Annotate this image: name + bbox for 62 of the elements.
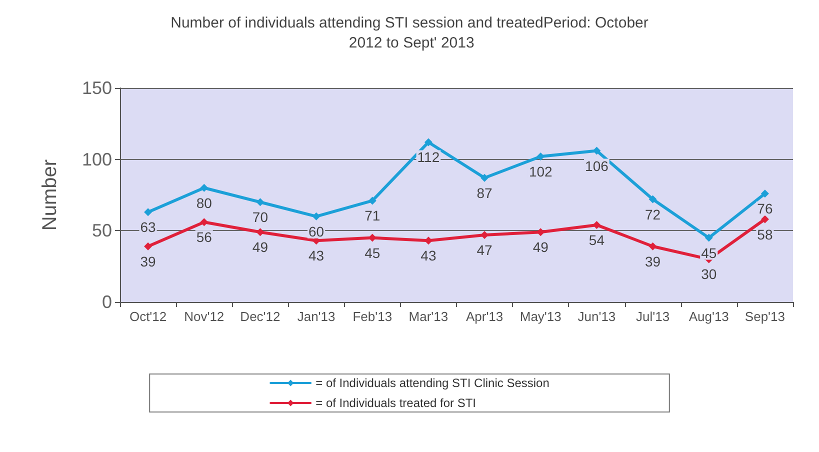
x-tick-label: May'13: [520, 309, 562, 324]
x-tick-label: Aug'13: [688, 309, 729, 324]
point: [536, 228, 545, 236]
x-tick-label: Mar'13: [408, 309, 448, 324]
point: [648, 195, 657, 204]
data-label: 45: [364, 244, 380, 261]
y-tick-label: 100: [82, 149, 112, 170]
data-label: 30: [701, 266, 717, 282]
data-label: 54: [588, 232, 605, 248]
data-label: 80: [196, 194, 212, 211]
data-label: 49: [252, 239, 268, 256]
data-label: 45: [701, 244, 717, 261]
point: [256, 228, 264, 236]
data-label: 60: [308, 223, 324, 240]
x-tick-label: Oct'12: [129, 309, 167, 324]
data-label: 70: [252, 209, 268, 226]
point: [424, 138, 432, 146]
data-label: 49: [532, 239, 549, 256]
x-tick-label: Sep'13: [744, 309, 785, 324]
data-label: 87: [476, 184, 493, 201]
chart-title: Number of individuals attending STI session and treatedPeriod: October 2012 to Sept' 2013: [170, 14, 648, 52]
data-label: 56: [196, 229, 212, 246]
point: [200, 184, 208, 192]
data-label: 47: [476, 242, 493, 258]
legend-label: = of Individuals attending STI Clinic Session: [316, 376, 550, 390]
x-tick-label: Jan'13: [297, 309, 336, 324]
x-tick-label: Jul'13: [636, 309, 670, 324]
data-label: 106: [585, 158, 609, 174]
data-label: 102: [528, 163, 553, 180]
point: [144, 242, 152, 250]
data-label: 72: [645, 206, 661, 222]
x-tick-label: Nov'12: [184, 309, 224, 324]
data-label: 39: [140, 253, 156, 270]
point: [312, 212, 320, 220]
point: [648, 242, 657, 250]
point: [704, 234, 713, 242]
data-label: 43: [420, 248, 436, 264]
x-tick-label: Jun'13: [578, 309, 616, 324]
point: [592, 220, 601, 229]
x-tick-label: Feb'13: [352, 309, 392, 324]
point: [256, 198, 264, 206]
y-tick-label: 50: [92, 220, 112, 241]
y-tick-label: 0: [102, 292, 112, 312]
x-tick-label: Dec'12: [240, 309, 280, 324]
data-label: 43: [308, 248, 324, 264]
y-tick-label: 150: [82, 78, 112, 98]
point: [760, 215, 769, 224]
data-label: 76: [757, 200, 773, 217]
data-label: 58: [757, 226, 773, 242]
data-label: 112: [417, 149, 440, 166]
legend-label: = of Individuals treated for STI: [316, 396, 476, 410]
point: [144, 208, 152, 216]
data-label: 71: [364, 208, 380, 224]
point: [480, 174, 489, 182]
x-tick-label: Apr'13: [466, 309, 504, 324]
y-axis-title: Number: [39, 159, 61, 231]
point: [592, 146, 601, 155]
data-label: 63: [140, 219, 156, 236]
point: [760, 190, 769, 198]
data-label: 39: [645, 253, 661, 270]
point: [200, 218, 208, 226]
point: [368, 196, 376, 205]
